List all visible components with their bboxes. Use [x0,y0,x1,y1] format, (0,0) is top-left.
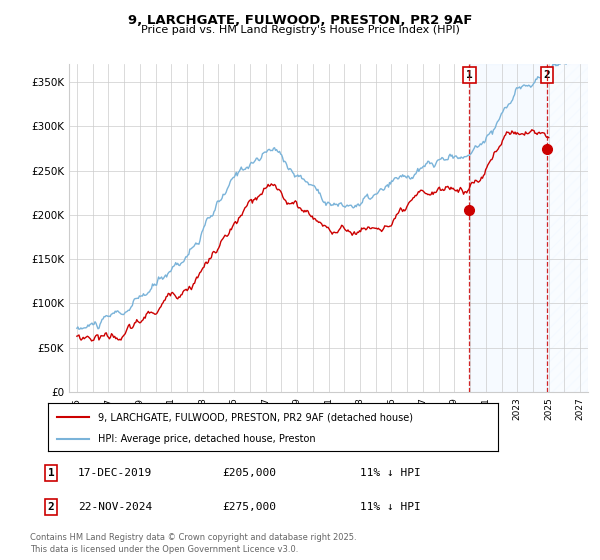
Bar [547,64,588,392]
Text: Contains HM Land Registry data © Crown copyright and database right 2025.: Contains HM Land Registry data © Crown c… [30,533,356,542]
Text: Price paid vs. HM Land Registry's House Price Index (HPI): Price paid vs. HM Land Registry's House … [140,25,460,35]
Text: £205,000: £205,000 [222,468,276,478]
Text: 9, LARCHGATE, FULWOOD, PRESTON, PR2 9AF: 9, LARCHGATE, FULWOOD, PRESTON, PR2 9AF [128,14,472,27]
Text: 9, LARCHGATE, FULWOOD, PRESTON, PR2 9AF (detached house): 9, LARCHGATE, FULWOOD, PRESTON, PR2 9AF … [97,413,413,422]
Text: 1: 1 [47,468,55,478]
Text: HPI: Average price, detached house, Preston: HPI: Average price, detached house, Pres… [97,434,315,444]
Text: 22-NOV-2024: 22-NOV-2024 [78,502,152,512]
Bar [469,64,547,392]
Text: 2: 2 [47,502,55,512]
Text: 1: 1 [466,70,473,80]
Text: 11% ↓ HPI: 11% ↓ HPI [360,468,421,478]
Text: 11% ↓ HPI: 11% ↓ HPI [360,502,421,512]
Text: 17-DEC-2019: 17-DEC-2019 [78,468,152,478]
Text: This data is licensed under the Open Government Licence v3.0.: This data is licensed under the Open Gov… [30,545,298,554]
Text: 2: 2 [544,70,550,80]
Text: £275,000: £275,000 [222,502,276,512]
